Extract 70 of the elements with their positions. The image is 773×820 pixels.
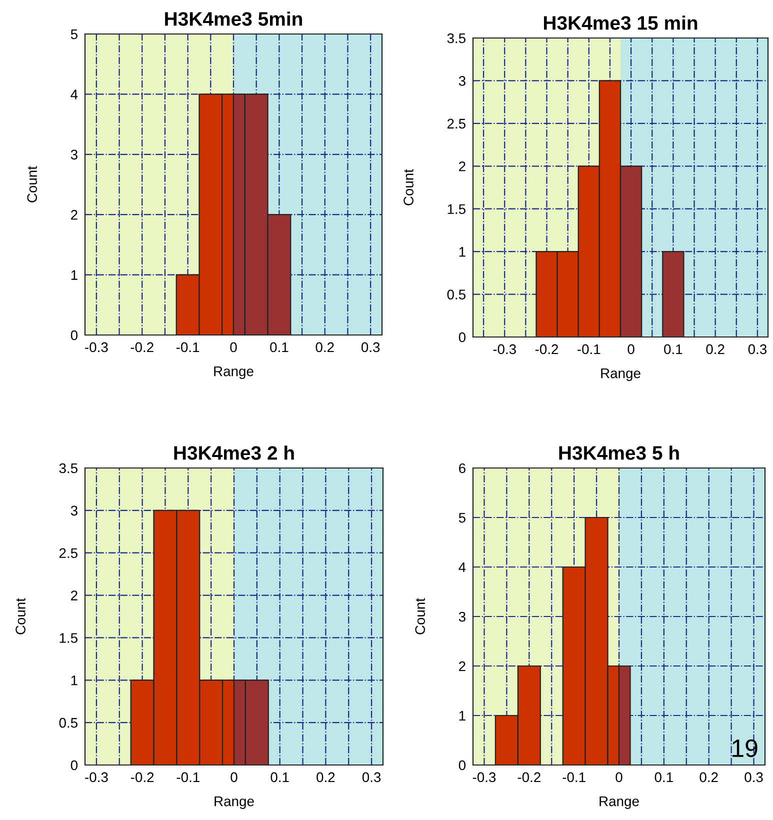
y-tick-label: 0: [70, 330, 78, 340]
y-tick-label: 0.5: [59, 718, 78, 728]
y-axis-title: Count: [415, 598, 426, 634]
y-tick-label: 1: [71, 270, 78, 280]
x-tick-label: -0.2: [130, 342, 154, 352]
y-tick-label: 3.5: [447, 33, 466, 44]
x-tick-label: -0.2: [130, 772, 154, 782]
y-tick-label: 3.5: [59, 463, 78, 474]
x-tick-label: 0.1: [270, 342, 288, 352]
x-tick-label: 0.3: [361, 342, 380, 352]
y-axis-title: Count: [27, 166, 38, 202]
y-tick-label: 0: [458, 760, 466, 770]
x-axis-title: Range: [214, 366, 254, 379]
y-tick-label: 4: [70, 90, 78, 100]
x-tick-label: -0.1: [176, 342, 200, 352]
y-tick-label: 2: [71, 210, 78, 220]
y-tick-label: 6: [459, 463, 466, 474]
y-tick-label: 1: [459, 247, 466, 257]
chart-title: H3K4me3 5min: [165, 12, 302, 26]
annotation: 19: [732, 739, 758, 758]
chart-title: H3K4me3 5 h: [559, 446, 679, 460]
x-tick-label: 0.2: [316, 772, 335, 782]
x-tick-label: 0.3: [362, 772, 381, 782]
x-tick-label: 0.2: [706, 344, 724, 354]
y-axis-title: Count: [16, 598, 26, 634]
y-tick-label: 1: [71, 676, 78, 686]
x-axis-title: Range: [600, 796, 639, 809]
y-tick-label: 0: [70, 760, 78, 770]
x-tick-label: -0.2: [518, 772, 540, 782]
x-axis-title: Range: [214, 796, 254, 809]
y-tick-label: 2: [459, 661, 466, 672]
x-tick-label: -0.3: [85, 342, 108, 352]
x-tick-label: 0: [616, 772, 622, 782]
y-tick-label: 5: [458, 512, 466, 523]
x-tick-label: 0.1: [654, 772, 673, 782]
x-tick-label: -0.1: [562, 772, 586, 782]
y-tick-label: 2: [459, 161, 466, 172]
y-tick-label: 0.5: [447, 290, 466, 300]
x-tick-label: 0.1: [664, 344, 682, 354]
y-tick-label: 3: [70, 506, 78, 516]
x-tick-label: 0: [230, 342, 237, 352]
y-tick-label: 5: [70, 29, 78, 40]
y-tick-label: 3: [458, 76, 466, 86]
x-tick-label: 0: [230, 772, 238, 782]
y-tick-label: 2.5: [447, 118, 466, 129]
y-tick-label: 1.5: [60, 633, 78, 643]
x-tick-label: 0.3: [744, 772, 763, 782]
x-tick-label: 0.3: [748, 344, 767, 354]
y-tick-label: 1: [459, 710, 466, 721]
x-tick-label: -0.3: [85, 772, 108, 782]
y-tick-label: 2.5: [59, 548, 78, 558]
x-tick-label: 0.2: [316, 342, 334, 352]
y-tick-label: 3: [458, 612, 466, 622]
x-tick-label: 0.2: [700, 772, 718, 782]
x-axis-title: Range: [601, 368, 640, 381]
y-axis-title: Count: [404, 169, 414, 206]
x-tick-label: -0.3: [472, 772, 496, 782]
x-tick-label: -0.1: [176, 772, 200, 782]
y-tick-label: 0: [458, 332, 466, 342]
y-tick-label: 2: [71, 590, 78, 600]
x-tick-label: 0.1: [270, 772, 289, 782]
x-tick-label: -0.2: [535, 344, 558, 354]
y-tick-label: 4: [458, 562, 466, 572]
chart-title: H3K4me3 15 min: [544, 16, 698, 30]
y-tick-label: 3: [70, 150, 78, 160]
chart-title: H3K4me3 2 h: [174, 446, 294, 460]
y-tick-label: 1.5: [448, 204, 466, 214]
x-tick-label: -0.1: [578, 344, 600, 354]
x-tick-label: -0.3: [493, 344, 516, 354]
x-tick-label: 0: [628, 344, 634, 354]
